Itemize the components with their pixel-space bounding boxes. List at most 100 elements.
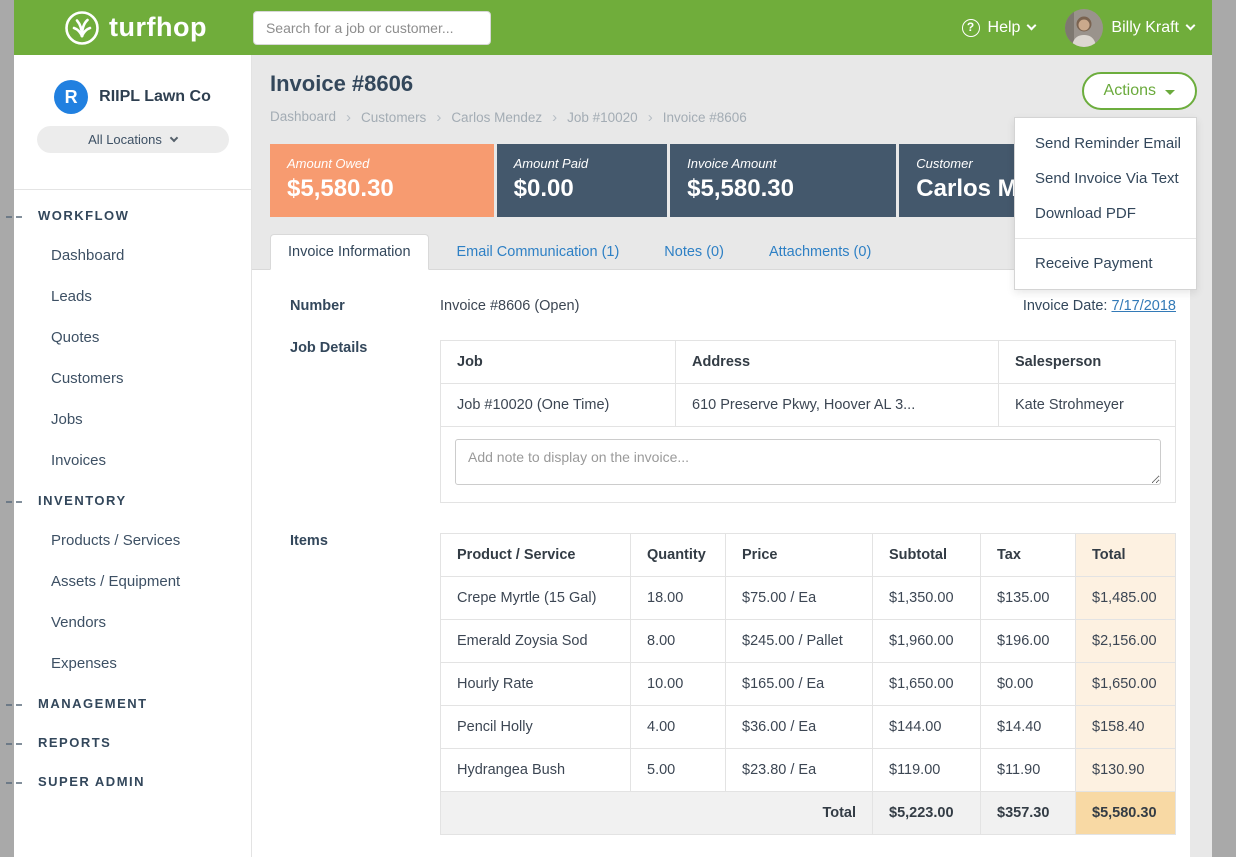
sidebar-section-management[interactable]: MANAGEMENT <box>6 684 251 723</box>
total-cell: $1,485.00 <box>1075 576 1176 620</box>
stat-value: $5,580.30 <box>287 175 394 202</box>
total-cell: $158.40 <box>1075 705 1176 749</box>
sidebar-item-assets-equipment[interactable]: Assets / Equipment <box>51 573 181 590</box>
turfhop-logo[interactable]: turfhop <box>64 10 207 46</box>
sidebar-item-customers[interactable]: Customers <box>51 370 124 387</box>
quantity-cell: 10.00 <box>630 662 726 706</box>
sidebar-item-invoices[interactable]: Invoices <box>51 452 107 469</box>
user-menu[interactable]: Billy Kraft <box>1065 8 1196 47</box>
col-job: Job <box>440 340 676 384</box>
actions-button-label: Actions <box>1103 82 1156 99</box>
invoice-date-link[interactable]: 7/17/2018 <box>1111 298 1176 314</box>
sidebar-section-workflow: WORKFLOW <box>6 196 251 235</box>
sidebar-item-products-services[interactable]: Products / Services <box>51 532 181 549</box>
invoice-information-panel: Number Invoice #8606 (Open) Invoice Date… <box>252 270 1190 857</box>
product-cell: Emerald Zoysia Sod <box>440 619 631 663</box>
quantity-cell: 8.00 <box>630 619 726 663</box>
breadcrumb-dashboard[interactable]: Dashboard <box>270 109 337 124</box>
total-row-label: Total <box>440 791 873 835</box>
caret-down-icon <box>1165 89 1175 95</box>
col-subtotal: Subtotal <box>872 533 981 577</box>
quantity-cell: 5.00 <box>630 748 726 792</box>
menu-item-download-pdf[interactable]: Download PDF <box>1035 205 1136 222</box>
sidebar-section-super-admin[interactable]: SUPER ADMIN <box>6 762 251 801</box>
header-right: ? Help Billy Kraft <box>961 8 1196 47</box>
item-row: Crepe Myrtle (15 Gal) 18.00 $75.00 / Ea … <box>440 576 1176 620</box>
tab-notes[interactable]: Notes (0) <box>664 244 724 260</box>
product-cell: Crepe Myrtle (15 Gal) <box>440 576 631 620</box>
menu-item-send-invoice-via-text[interactable]: Send Invoice Via Text <box>1035 170 1179 187</box>
section-dash-icon <box>6 500 22 503</box>
sidebar-section-reports[interactable]: REPORTS <box>6 723 251 762</box>
job-cell[interactable]: Job #10020 (One Time) <box>440 383 676 427</box>
breadcrumb: Dashboard Customers Carlos Mendez Job #1… <box>270 109 1190 126</box>
tab-invoice-information[interactable]: Invoice Information <box>270 234 429 270</box>
sidebar-item-expenses[interactable]: Expenses <box>51 655 117 672</box>
col-product-service: Product / Service <box>440 533 631 577</box>
breadcrumb-invoice: Invoice #8606 <box>638 109 747 126</box>
sidebar-item-leads[interactable]: Leads <box>51 288 92 305</box>
chevron-down-icon <box>169 133 179 143</box>
job-table-row: Job #10020 (One Time) 610 Preserve Pkwy,… <box>440 383 1176 427</box>
section-dash-icon <box>6 781 22 784</box>
sidebar-section-inventory: INVENTORY <box>6 481 251 520</box>
subtotal-cell: $1,650.00 <box>872 662 981 706</box>
company: R RIIPL Lawn Co <box>14 80 251 114</box>
chevron-down-icon <box>1185 20 1196 31</box>
total-cell: $2,156.00 <box>1075 619 1176 663</box>
tab-email-communication[interactable]: Email Communication (1) <box>456 244 620 260</box>
menu-item-receive-payment[interactable]: Receive Payment <box>1035 255 1153 272</box>
invoice-note-input[interactable] <box>455 439 1161 485</box>
actions-button[interactable]: Actions <box>1081 72 1197 110</box>
stat-label: Customer <box>916 156 973 171</box>
product-cell: Hourly Rate <box>440 662 631 706</box>
breadcrumb-job[interactable]: Job #10020 <box>542 109 638 126</box>
job-details-table: Job Address Salesperson Job #10020 (One … <box>440 340 1176 427</box>
section-dash-icon <box>6 215 22 218</box>
help-menu[interactable]: ? Help <box>961 18 1037 37</box>
tax-cell: $196.00 <box>980 619 1076 663</box>
stat-card-amount-paid: Amount Paid $0.00 <box>496 144 668 217</box>
col-salesperson: Salesperson <box>998 340 1176 384</box>
items-header-row: Product / Service Quantity Price Subtota… <box>440 533 1176 577</box>
main-content: Invoice #8606 Dashboard Customers Carlos… <box>252 55 1212 857</box>
menu-item-send-reminder-email[interactable]: Send Reminder Email <box>1035 135 1181 152</box>
actions-dropdown-menu: Send Reminder Email Send Invoice Via Tex… <box>1014 117 1197 290</box>
salesperson-cell: Kate Strohmeyer <box>998 383 1176 427</box>
sidebar-item-vendors[interactable]: Vendors <box>51 614 107 631</box>
item-row: Emerald Zoysia Sod 8.00 $245.00 / Pallet… <box>440 619 1176 663</box>
sidebar-item-quotes[interactable]: Quotes <box>51 329 100 346</box>
location-label: All Locations <box>88 132 162 147</box>
search-input[interactable] <box>252 10 491 45</box>
sidebar-company-block: R RIIPL Lawn Co All Locations <box>14 55 251 190</box>
price-cell: $23.80 / Ea <box>725 748 873 792</box>
subtotal-cell: $119.00 <box>872 748 981 792</box>
total-grand: $5,580.30 <box>1075 791 1176 835</box>
price-cell: $36.00 / Ea <box>725 705 873 749</box>
job-details-row: Job Details Job Address Salesperson <box>290 340 1176 503</box>
breadcrumb-customers[interactable]: Customers <box>336 109 426 126</box>
tab-attachments[interactable]: Attachments (0) <box>768 244 872 260</box>
total-cell: $1,650.00 <box>1075 662 1176 706</box>
chevron-down-icon <box>1026 20 1037 31</box>
app-window: turfhop ? Help Billy Kraft <box>6 0 1212 857</box>
sidebar-item-jobs[interactable]: Jobs <box>51 411 83 428</box>
subtotal-cell: $144.00 <box>872 705 981 749</box>
item-row: Hourly Rate 10.00 $165.00 / Ea $1,650.00… <box>440 662 1176 706</box>
turfhop-grass-icon <box>65 10 99 45</box>
help-icon: ? <box>961 18 980 37</box>
col-tax: Tax <box>980 533 1076 577</box>
stat-card-invoice-amount: Invoice Amount $5,580.30 <box>670 144 897 217</box>
sidebar-item-dashboard[interactable]: Dashboard <box>51 247 125 264</box>
items-label: Items <box>290 533 328 549</box>
total-subtotal: $5,223.00 <box>872 791 981 835</box>
breadcrumb-customer-name[interactable]: Carlos Mendez <box>426 109 542 126</box>
quantity-cell: 4.00 <box>630 705 726 749</box>
page-header: Invoice #8606 Dashboard Customers Carlos… <box>252 55 1212 126</box>
company-name: RIIPL Lawn Co <box>99 88 211 105</box>
stat-label: Amount Paid <box>513 156 589 171</box>
location-selector[interactable]: All Locations <box>36 126 229 153</box>
section-dash-icon <box>6 703 22 706</box>
subtotal-cell: $1,960.00 <box>872 619 981 663</box>
invoice-number-row: Number Invoice #8606 (Open) Invoice Date… <box>290 298 1176 314</box>
